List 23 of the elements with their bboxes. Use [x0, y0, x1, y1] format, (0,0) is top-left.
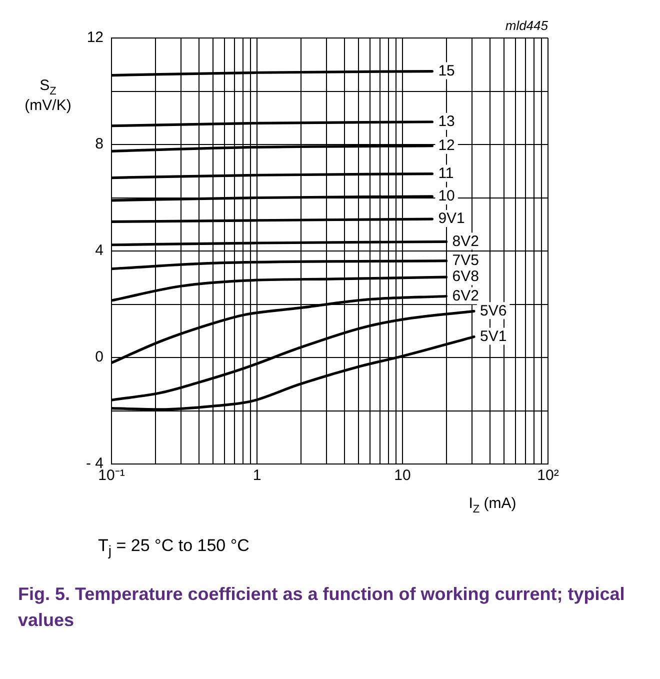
series-label: 7V5	[452, 252, 480, 269]
series-label: 13	[438, 113, 455, 130]
series-label: 15	[438, 62, 455, 80]
y-tick-label: 12	[86, 29, 104, 46]
x-tick-label: 10²	[537, 467, 559, 484]
series-label: 9V1	[438, 210, 465, 228]
series-label: 12	[438, 136, 455, 154]
text: T$_{j}$ = 25 °C to 150 °C	[98, 536, 250, 560]
series-label: 6V8	[452, 268, 480, 286]
series-label: 11	[438, 164, 454, 182]
x-tick-label: 1	[252, 467, 262, 484]
series-label: 6V2	[452, 287, 480, 304]
series-label: 8V2	[452, 232, 480, 250]
series-label: 5V1	[480, 328, 507, 345]
y-tick-label: 8	[95, 136, 104, 153]
text: mld445	[505, 18, 549, 33]
x-tick-label: 10	[394, 467, 411, 484]
text: Fig. 5. Temperature coefficient as a function of working current; typical values	[18, 583, 626, 632]
x-tick-label: 10⁻¹	[98, 467, 125, 484]
y-tick-label: 0	[95, 348, 104, 366]
series-label: 10	[438, 188, 455, 205]
y-tick-label: 4	[95, 242, 104, 260]
series-label: 5V6	[480, 302, 507, 320]
